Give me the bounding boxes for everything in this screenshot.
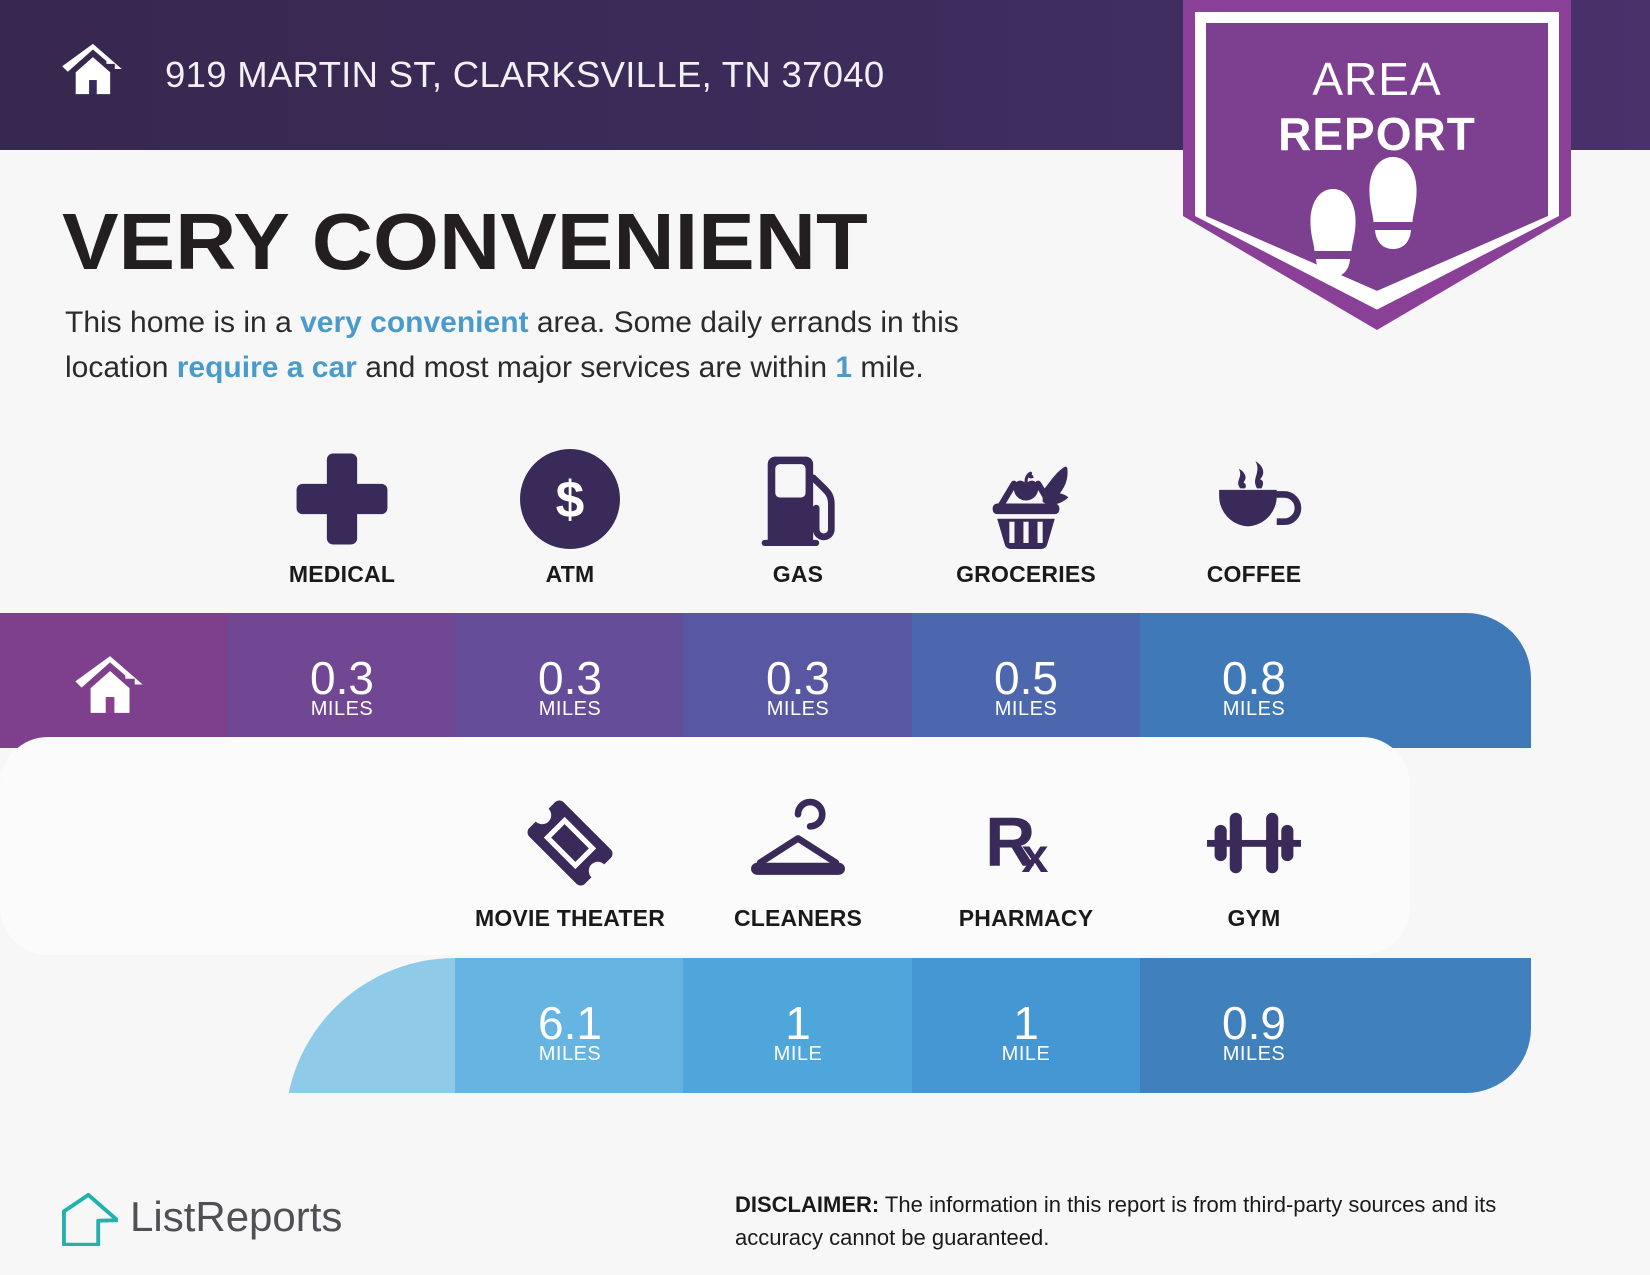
svg-text:x: x: [1021, 829, 1048, 883]
